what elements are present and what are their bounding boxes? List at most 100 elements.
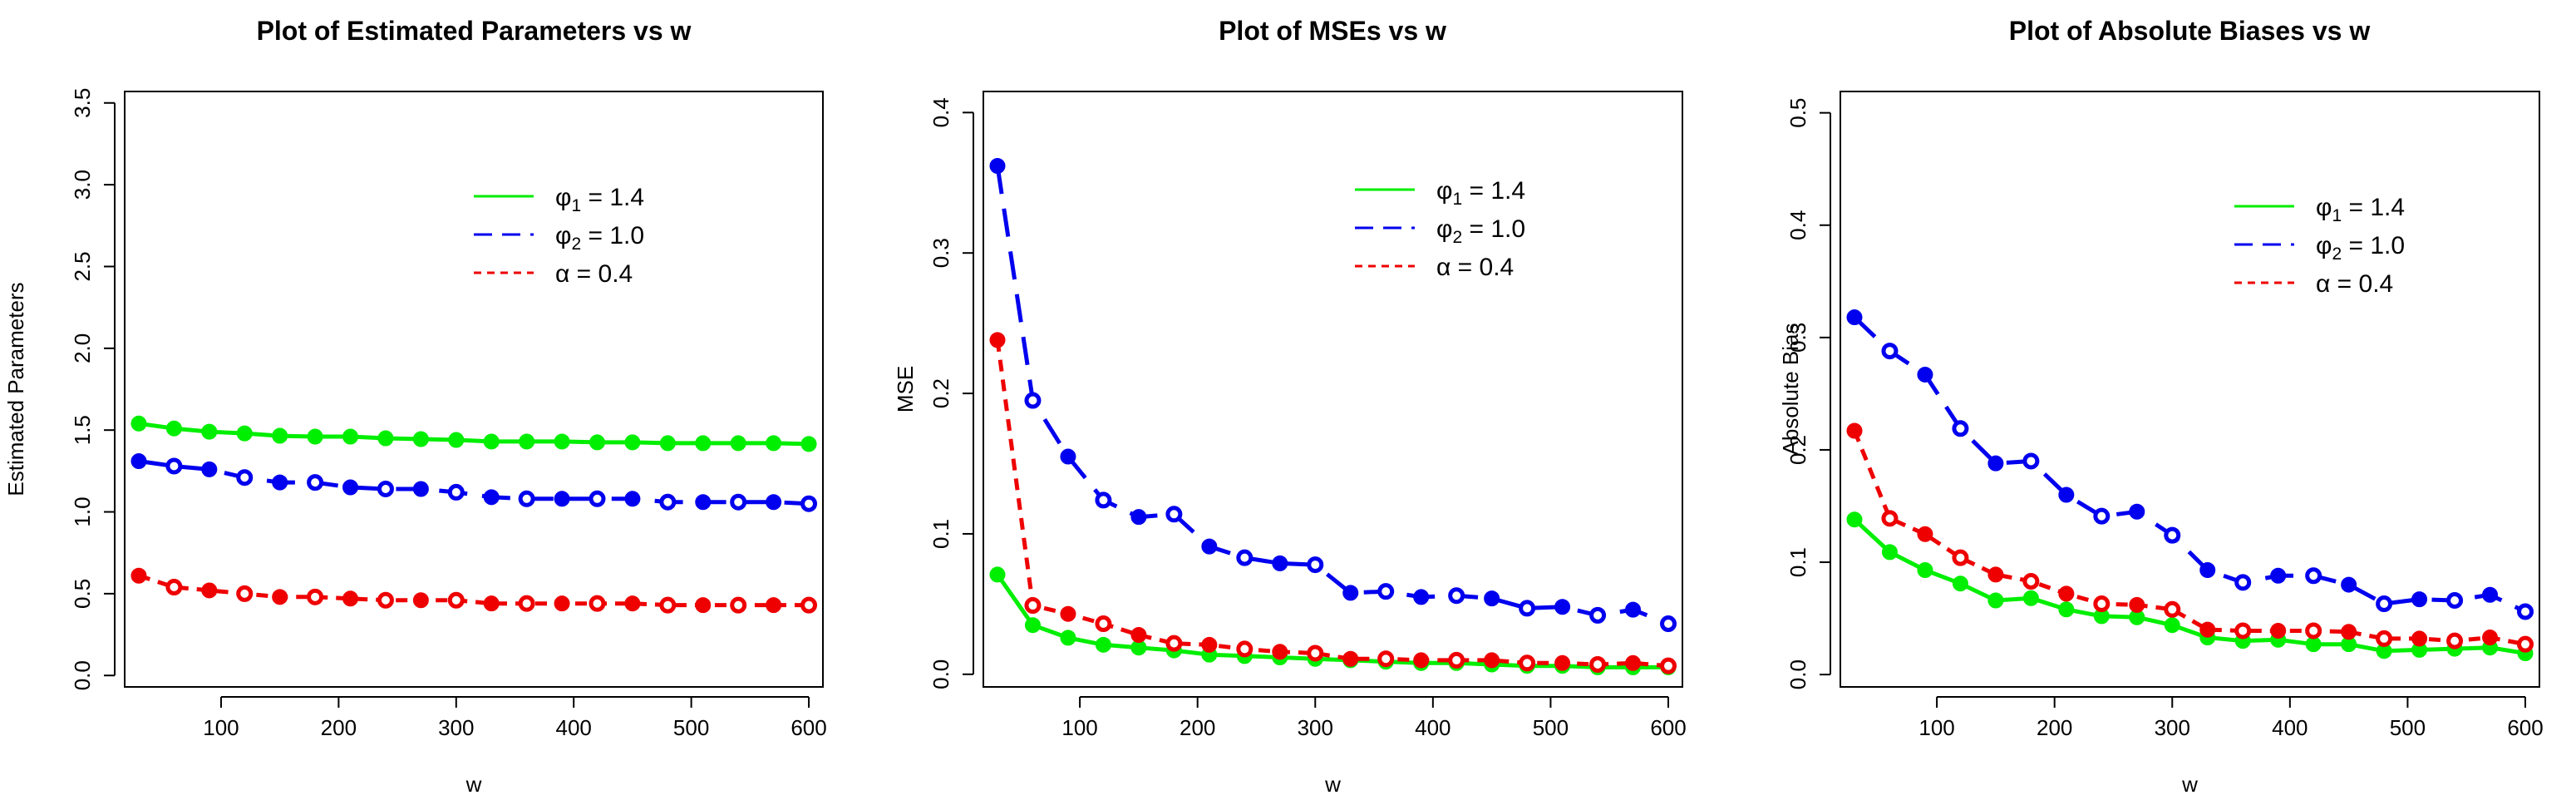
legend-label-alpha: α = 0.4 <box>2316 270 2393 298</box>
legend: φ1 = 1.4φ2 = 1.0α = 0.4 <box>2234 194 2405 298</box>
plot-frame <box>124 91 824 688</box>
data-point <box>1448 587 1465 605</box>
x-tick-label: 400 <box>2272 715 2308 740</box>
x-axis-label: w <box>465 772 482 797</box>
legend-label-phi2: φ2 = 1.0 <box>1436 215 1525 247</box>
data-point <box>730 493 747 511</box>
data-point <box>1917 526 1933 542</box>
data-point <box>800 495 818 512</box>
data-point <box>307 588 324 605</box>
data-point <box>1625 654 1642 671</box>
x-axis-label: w <box>2181 772 2198 797</box>
legend-symbol: α <box>2316 270 2330 298</box>
plot-frame <box>1840 91 2540 688</box>
data-point <box>201 423 218 440</box>
data-point <box>695 597 712 614</box>
legend-symbol: φ <box>2316 232 2332 259</box>
legend-subscript: 2 <box>2332 244 2342 264</box>
legend-subscript: 1 <box>2332 206 2342 225</box>
data-point <box>730 435 746 452</box>
data-point <box>2199 621 2216 638</box>
data-point <box>2305 622 2322 640</box>
legend-value: = 1.4 <box>581 184 644 211</box>
series-line-phi2 <box>995 165 1669 626</box>
data-point <box>483 595 500 612</box>
x-tick-label: 200 <box>321 715 357 740</box>
data-point <box>1554 654 1571 671</box>
data-point <box>1060 605 1076 622</box>
x-tick-label: 300 <box>438 715 474 740</box>
data-point <box>1881 544 1898 561</box>
data-point <box>1881 343 1899 360</box>
data-point <box>165 457 183 475</box>
legend-label-alpha: α = 0.4 <box>1436 254 1514 281</box>
legend-symbol: φ <box>555 184 571 211</box>
data-point <box>1625 601 1642 618</box>
panel-1: Plot of Estimated Parameters vs w 100 200 3… <box>3 16 827 797</box>
panel-2: Plot of MSEs vs w 100 200 300 400 500 600 w 0.0 0… <box>893 16 1687 797</box>
y-tick-label: 0.4 <box>1785 210 1810 240</box>
chart-title: Plot of MSEs vs w <box>1219 16 1446 46</box>
chart-title: Plot of Absolute Biases vs w <box>2009 16 2371 46</box>
y-tick-label: 1.0 <box>70 496 95 526</box>
legend-label-phi1: φ1 = 1.4 <box>555 184 644 215</box>
data-point <box>377 430 394 447</box>
data-point <box>2482 586 2499 603</box>
data-point <box>2022 452 2040 470</box>
series-line-phi2 <box>1853 315 2527 614</box>
data-point <box>1987 592 2004 609</box>
y-tick-label: 0.4 <box>928 97 953 127</box>
data-point <box>2517 603 2534 620</box>
legend-value: = 1.0 <box>1462 215 1525 243</box>
legend-subscript: 1 <box>1452 190 1462 209</box>
data-point <box>1024 597 1042 615</box>
legend-label-phi1: φ1 = 1.4 <box>1436 177 1525 209</box>
data-point <box>1589 606 1607 624</box>
data-point <box>1554 599 1571 615</box>
data-point <box>1201 538 1218 555</box>
y-tick-label: 2.0 <box>70 333 95 363</box>
data-point <box>1272 644 1288 660</box>
data-point <box>519 433 535 450</box>
data-point <box>447 483 465 501</box>
data-point <box>1272 555 1288 571</box>
legend: φ1 = 1.4φ2 = 1.0α = 0.4 <box>474 184 644 288</box>
data-point <box>554 595 570 612</box>
data-point <box>483 489 500 506</box>
data-point <box>1952 549 1969 566</box>
data-point <box>1987 566 2004 583</box>
series-alpha <box>131 567 818 614</box>
data-point <box>1377 583 1395 600</box>
data-point <box>1846 422 1863 439</box>
data-point <box>307 428 323 445</box>
series-phi2 <box>1846 309 2534 620</box>
data-point <box>624 491 641 507</box>
data-point <box>342 428 359 445</box>
y-axis-label: Absolute Bias <box>1778 324 1803 456</box>
legend-label-phi2: φ2 = 1.0 <box>555 222 644 254</box>
legend-subscript: 2 <box>1452 228 1462 247</box>
data-point <box>1236 640 1254 658</box>
data-point <box>730 596 747 614</box>
data-point <box>1660 657 1677 674</box>
data-point <box>2058 486 2075 503</box>
data-point <box>589 434 605 451</box>
y-tick-label: 0.3 <box>1785 323 1810 353</box>
data-point <box>1917 562 1933 579</box>
data-point <box>377 480 394 497</box>
series-alpha <box>989 332 1677 674</box>
legend-symbol: φ <box>555 222 571 249</box>
data-point <box>131 453 147 470</box>
legend-symbol: α <box>555 260 569 288</box>
y-tick-label: 0.0 <box>1785 659 1810 689</box>
data-point <box>2411 591 2428 608</box>
x-tick-label: 500 <box>2390 715 2426 740</box>
legend: φ1 = 1.4 φ2 = 1.0 α = 0.4 <box>1355 177 1525 281</box>
x-tick-label: 600 <box>1650 715 1686 740</box>
plot-frame <box>983 91 1683 688</box>
data-point <box>1589 655 1607 673</box>
x-tick-label: 100 <box>1061 715 1097 740</box>
data-point <box>1060 630 1076 646</box>
y-tick-label: 3.5 <box>70 88 95 118</box>
data-point <box>2270 622 2287 639</box>
